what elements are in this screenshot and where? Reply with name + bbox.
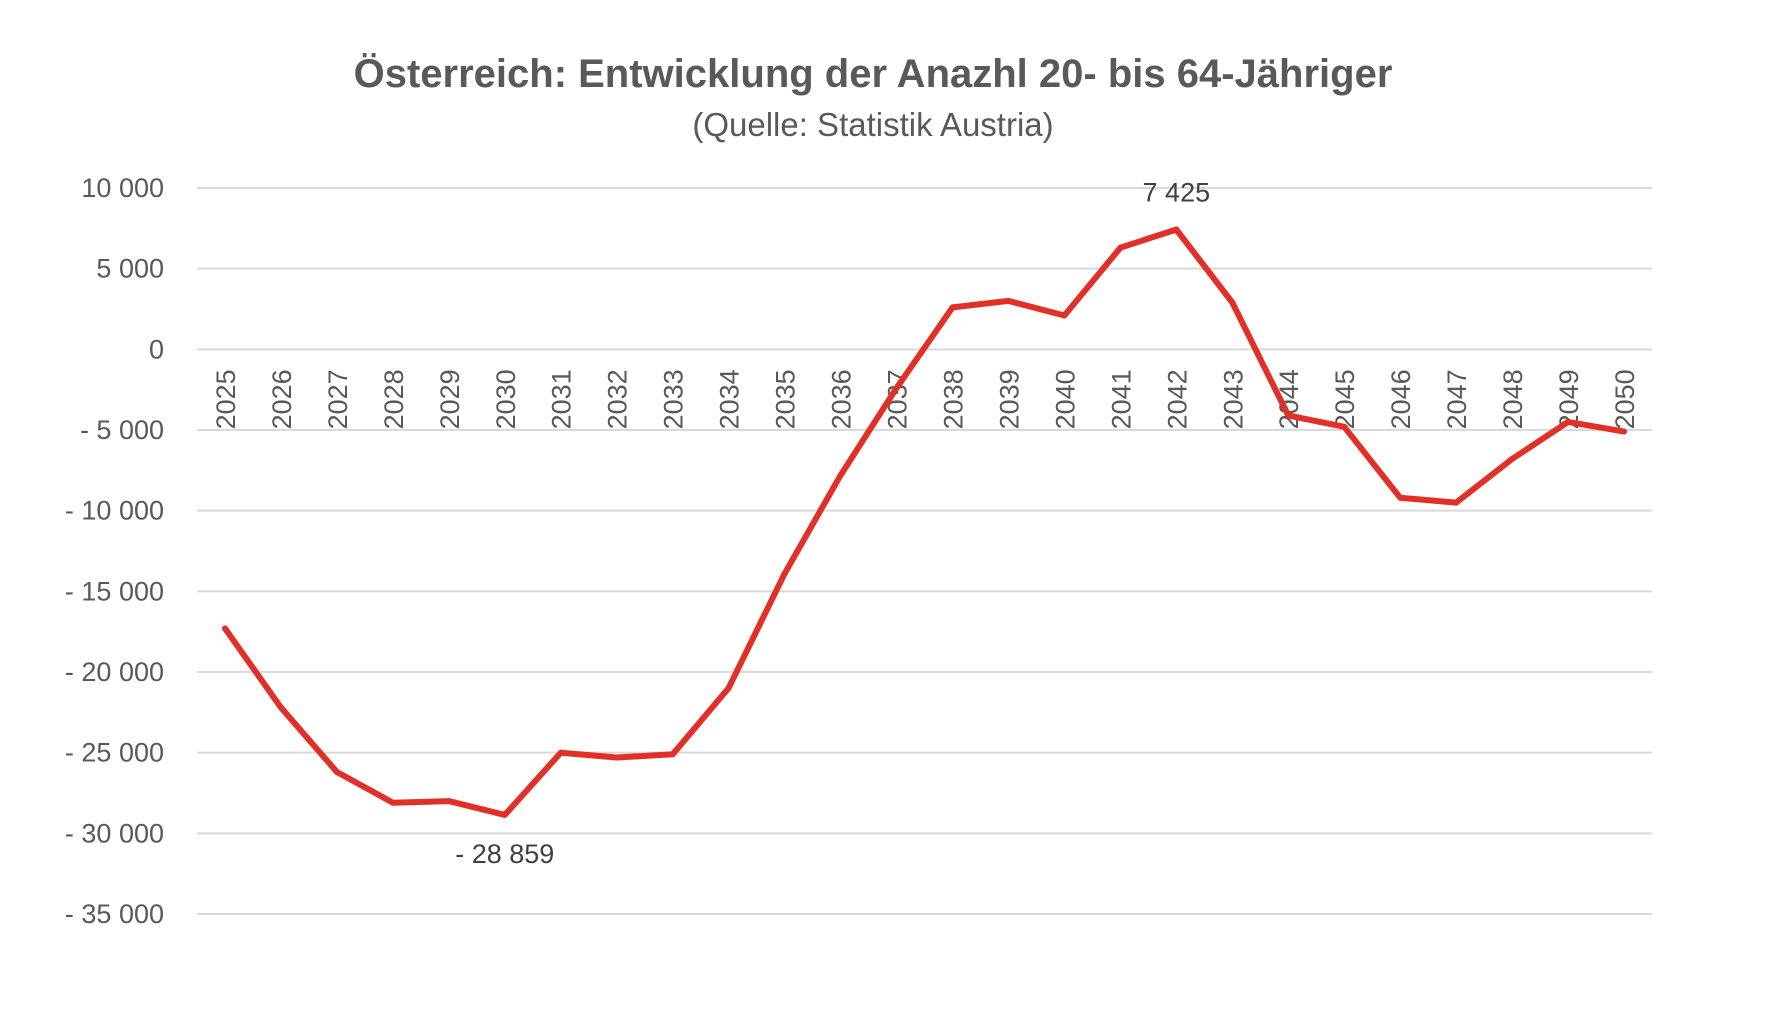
- data-point: [613, 754, 620, 761]
- data-point: [1061, 312, 1068, 319]
- data-point: [1397, 494, 1404, 501]
- x-tick-label: 2032: [603, 369, 633, 429]
- x-tick-label: 2040: [1050, 369, 1080, 429]
- y-tick-label: - 15 000: [65, 576, 164, 606]
- data-point: [1173, 226, 1180, 233]
- y-axis-ticks: 10 000 5 000 0 - 5 000 - 10 000 - 15 000 - 20 …: [65, 173, 164, 929]
- series-layer: [221, 226, 1628, 818]
- chart-subtitle: (Quelle: Statistik Austria): [692, 106, 1053, 143]
- x-tick-label: 2047: [1442, 369, 1472, 429]
- x-tick-label: 2025: [211, 369, 241, 429]
- y-tick-label: - 35 000: [65, 899, 164, 929]
- x-tick-label: 2043: [1218, 369, 1248, 429]
- y-tick-label: - 30 000: [65, 818, 164, 848]
- data-point: [221, 625, 228, 632]
- x-tick-label: 2028: [379, 369, 409, 429]
- data-point: [781, 570, 788, 577]
- y-tick-label: - 10 000: [65, 496, 164, 526]
- x-tick-label: 2042: [1162, 369, 1192, 429]
- y-tick-label: - 25 000: [65, 738, 164, 768]
- data-point: [949, 304, 956, 311]
- data-point: [1453, 499, 1460, 506]
- x-tick-label: 2046: [1386, 369, 1416, 429]
- y-tick-label: 10 000: [81, 173, 164, 203]
- x-tick-label: 2036: [827, 369, 857, 429]
- data-point: [445, 798, 452, 805]
- series-line: [222, 226, 1627, 818]
- data-point: [725, 685, 732, 692]
- data-point: [1509, 456, 1516, 463]
- data-point: [1229, 299, 1236, 306]
- data-label: 7 425: [1143, 178, 1211, 208]
- y-tick-label: 5 000: [96, 254, 164, 284]
- x-tick-label: 2027: [323, 369, 353, 429]
- gridlines: [197, 187, 1652, 915]
- x-axis-ticks: 2025 2026 2027 2028 2029 2030 2031 2032 2033 2034…: [211, 369, 1640, 429]
- x-tick-label: 2038: [938, 369, 968, 429]
- data-point: [1285, 412, 1292, 419]
- y-tick-label: 0: [149, 334, 164, 364]
- x-tick-label: 2030: [491, 369, 521, 429]
- x-tick-label: 2050: [1610, 369, 1640, 429]
- data-point: [389, 799, 396, 806]
- x-tick-label: 2031: [547, 369, 577, 429]
- data-labels: - 28 859 7 425: [455, 178, 1210, 869]
- data-point: [1341, 423, 1348, 430]
- x-tick-label: 2029: [435, 369, 465, 429]
- data-point: [501, 811, 508, 818]
- data-point: [333, 769, 340, 776]
- data-point: [1117, 244, 1124, 251]
- data-point: [837, 472, 844, 479]
- x-tick-label: 2039: [994, 369, 1024, 429]
- y-tick-label: - 20 000: [65, 657, 164, 687]
- x-tick-label: 2041: [1106, 369, 1136, 429]
- x-tick-label: 2026: [267, 369, 297, 429]
- x-tick-label: 2045: [1330, 369, 1360, 429]
- data-point: [669, 751, 676, 758]
- y-tick-label: - 5 000: [80, 415, 164, 445]
- data-label: - 28 859: [455, 839, 554, 869]
- x-tick-label: 2034: [715, 369, 745, 429]
- x-tick-label: 2033: [659, 369, 689, 429]
- data-point: [557, 749, 564, 756]
- x-tick-label: 2048: [1498, 369, 1528, 429]
- data-point: [1005, 297, 1012, 304]
- data-point: [1621, 428, 1628, 435]
- data-point: [893, 385, 900, 392]
- chart-title: Österreich: Entwicklung der Anazhl 20- b…: [354, 51, 1393, 96]
- data-point: [1565, 418, 1572, 425]
- data-point: [277, 704, 284, 711]
- x-tick-label: 2035: [771, 369, 801, 429]
